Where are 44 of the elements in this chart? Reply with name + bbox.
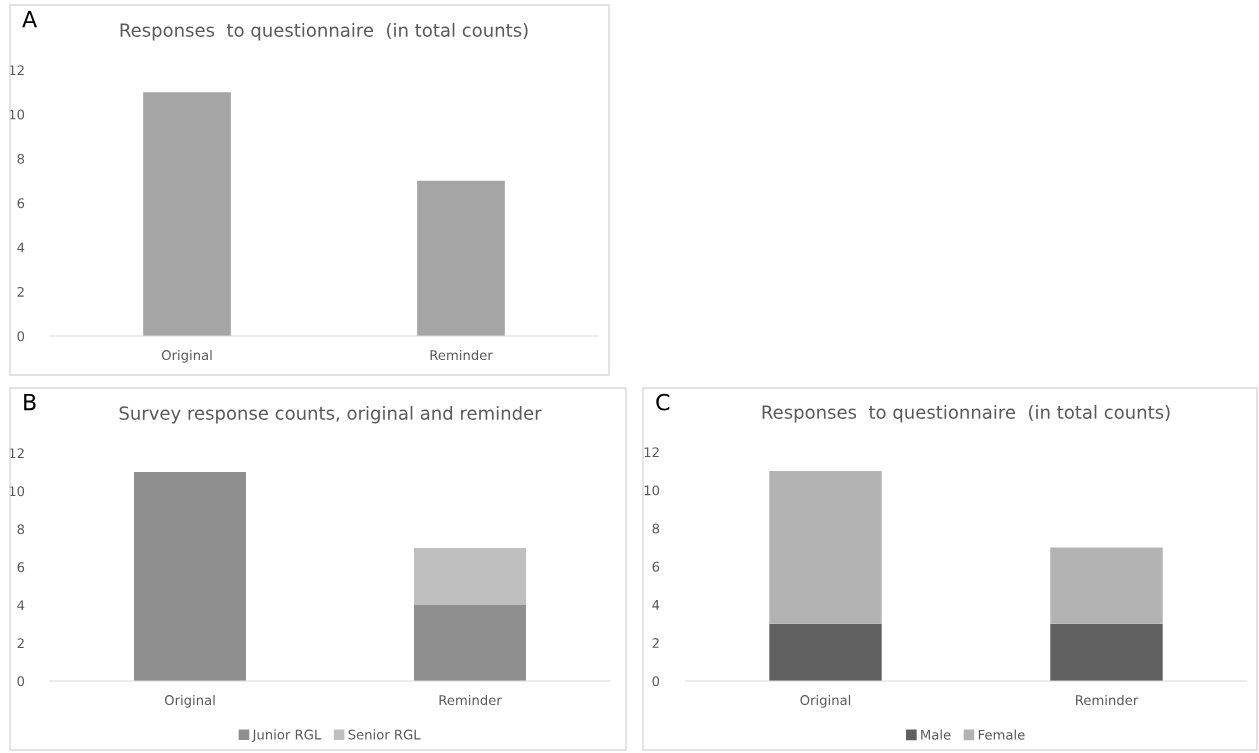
x-tick-label: Reminder [439,694,502,706]
y-tick-label: 10 [9,109,25,120]
text: A [22,10,38,28]
y-tick-label: 10 [9,486,25,497]
y-tick-label: 12 [9,448,24,459]
y-tick-label: 12 [644,447,659,458]
bar [769,471,882,624]
y-tick-label: 8 [17,153,25,164]
y-tick-label: 2 [652,638,659,648]
y-tick-label: 6 [17,562,25,573]
y-tick-label: 6 [652,561,660,572]
y-tick-label: 10 [644,485,660,496]
legend-label: Senior RGL [348,729,421,740]
legend-label: Male [921,729,951,740]
y-tick-label: 4 [17,600,25,611]
x-tick-label: Reminder [1076,694,1139,706]
x-tick-label: Original [164,694,215,708]
y-tick-label: 12 [9,65,24,76]
y-tick-label: 8 [17,524,25,535]
y-tick-label: 2 [17,638,24,649]
y-tick-label: 8 [652,523,660,534]
text: B [24,393,36,411]
legend-label: Female [978,729,1025,740]
bar [414,548,526,605]
x-tick-label: Original [800,694,851,708]
bar [1050,547,1163,624]
bar [414,605,526,681]
x-tick-label: Original [161,349,212,363]
y-tick-label: 4 [17,242,25,253]
y-tick-label: 6 [17,198,25,209]
chart-title: Responses to questionnaire (in total counts) [120,22,528,41]
y-tick-label: 4 [652,600,660,610]
y-tick-label: 2 [17,286,24,297]
bar [769,623,882,681]
legend-label: Junior RGL [251,729,322,743]
bar [134,472,246,681]
y-tick-label: 0 [17,331,25,342]
y-tick-label: 0 [652,676,660,687]
bar [1050,623,1163,681]
text: C [656,393,670,411]
y-tick-label: 0 [17,676,25,687]
x-tick-label: Reminder [430,349,493,361]
chart-title: Survey response counts, original and reminder [119,405,542,424]
chart-title: Responses to questionnaire (in total counts) [762,404,1170,423]
